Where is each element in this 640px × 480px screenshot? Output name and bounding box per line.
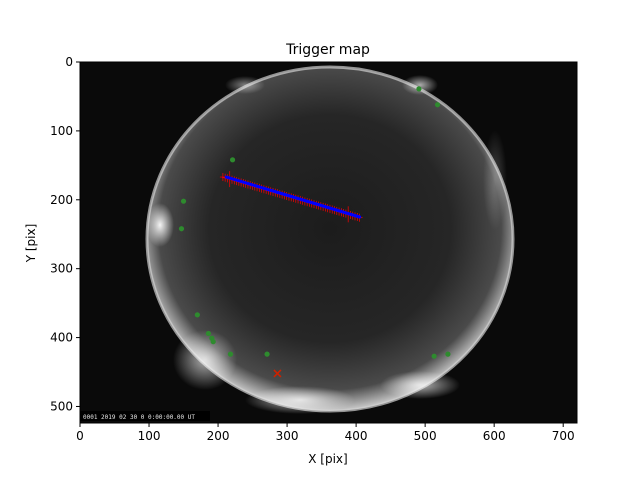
- plot-frame: [79, 61, 578, 424]
- y-axis: 0 100 200 300 400 500: [50, 55, 80, 413]
- star-point: [431, 353, 437, 359]
- image-timestamp: 0001 2019 02 30 0 0:00:00.00 UT: [83, 414, 195, 421]
- y-tick-label: 300: [50, 262, 73, 276]
- track-points: [224, 175, 362, 219]
- x-tick-label: 0: [76, 429, 84, 443]
- chart-title: Trigger map: [285, 42, 370, 58]
- star-point: [434, 102, 441, 108]
- star-point: [264, 351, 270, 357]
- x-tick-label: 600: [483, 429, 506, 443]
- sky-image: 0001 2019 02 30 0 0:00:00.00 UT: [80, 62, 577, 423]
- x-axis: 0 100 200 300 400 500 600 700: [76, 423, 575, 443]
- star-point: [416, 86, 422, 92]
- star-point: [445, 351, 451, 357]
- star-point: [180, 198, 187, 204]
- y-axis-label: Y [pix]: [24, 224, 38, 264]
- star-point: [194, 312, 200, 318]
- star-point: [210, 339, 216, 345]
- data-marks: [178, 86, 451, 378]
- y-tick-label: 0: [65, 55, 73, 69]
- star-point: [205, 330, 211, 337]
- star-point: [178, 226, 185, 232]
- x-axis-label: X [pix]: [308, 452, 347, 466]
- y-tick-label: 200: [50, 193, 73, 207]
- y-tick-label: 100: [50, 124, 73, 138]
- star-point: [227, 351, 234, 357]
- x-tick-label: 300: [276, 429, 299, 443]
- x-tick-label: 100: [138, 429, 161, 443]
- star-point: [229, 157, 236, 163]
- x-tick-label: 700: [552, 429, 575, 443]
- x-tick-label: 400: [345, 429, 368, 443]
- y-tick-label: 500: [50, 399, 73, 413]
- x-marker: [273, 369, 282, 378]
- x-tick-label: 500: [414, 429, 437, 443]
- x-tick-label: 200: [207, 429, 230, 443]
- y-tick-label: 400: [50, 331, 73, 345]
